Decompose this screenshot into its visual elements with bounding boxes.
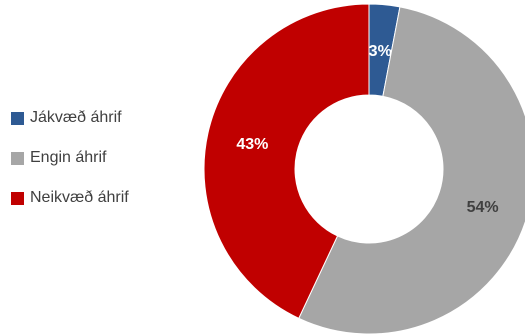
legend-item-positive: Jákvæð áhrif xyxy=(11,108,129,128)
donut-slice xyxy=(298,6,525,335)
slice-data-label: 3% xyxy=(369,43,392,60)
chart-legend: Jákvæð áhrif Engin áhrif Neikvæð áhrif xyxy=(11,108,129,228)
slice-data-label: 54% xyxy=(467,199,499,216)
legend-label: Jákvæð áhrif xyxy=(30,109,122,126)
legend-swatch xyxy=(11,151,24,165)
legend-swatch xyxy=(11,111,24,125)
legend-swatch xyxy=(11,191,24,205)
legend-label: Neikvæð áhrif xyxy=(30,189,129,206)
legend-label: Engin áhrif xyxy=(30,149,107,166)
donut-slice xyxy=(203,3,370,319)
legend-item-neutral: Engin áhrif xyxy=(11,148,129,168)
slice-data-label: 43% xyxy=(236,136,268,153)
legend-item-negative: Neikvæð áhrif xyxy=(11,188,129,208)
